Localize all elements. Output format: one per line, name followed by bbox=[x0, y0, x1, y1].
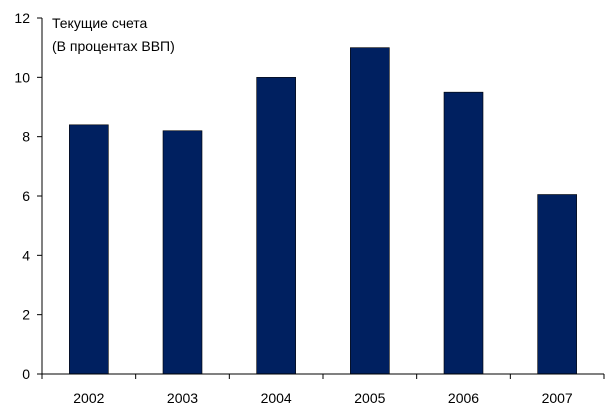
y-tick-label: 10 bbox=[14, 69, 30, 85]
y-tick-label: 2 bbox=[22, 307, 30, 323]
y-tick-label: 12 bbox=[14, 10, 30, 26]
axes-group bbox=[41, 18, 604, 375]
bar-2004 bbox=[256, 77, 296, 375]
bar-2003 bbox=[162, 130, 203, 375]
y-tick-label: 0 bbox=[22, 366, 30, 382]
chart-title-group: Текущие счета (В процентах ВВП) bbox=[52, 15, 175, 54]
x-tick-label: 2004 bbox=[261, 390, 292, 406]
chart-title-line-2: (В процентах ВВП) bbox=[52, 38, 175, 54]
bars-group bbox=[69, 47, 577, 375]
y-tick-label: 6 bbox=[22, 188, 30, 204]
y-tick-label: 4 bbox=[22, 247, 30, 263]
bar-2002 bbox=[69, 124, 109, 375]
x-tick-label: 2007 bbox=[542, 390, 573, 406]
x-ticks-group: 2002 2003 2004 2005 2006 2007 bbox=[41, 374, 605, 406]
y-tick-label: 8 bbox=[22, 129, 30, 145]
bar-2007 bbox=[537, 194, 577, 375]
bar-2005 bbox=[350, 47, 390, 375]
x-tick-label: 2002 bbox=[73, 390, 104, 406]
x-tick-label: 2006 bbox=[448, 390, 479, 406]
x-tick-label: 2005 bbox=[354, 390, 385, 406]
bar-2006 bbox=[443, 91, 484, 375]
x-tick-label: 2003 bbox=[167, 390, 198, 406]
chart-title-line-1: Текущие счета bbox=[52, 15, 148, 31]
y-ticks-group: 0 2 4 6 8 10 12 bbox=[14, 10, 42, 382]
